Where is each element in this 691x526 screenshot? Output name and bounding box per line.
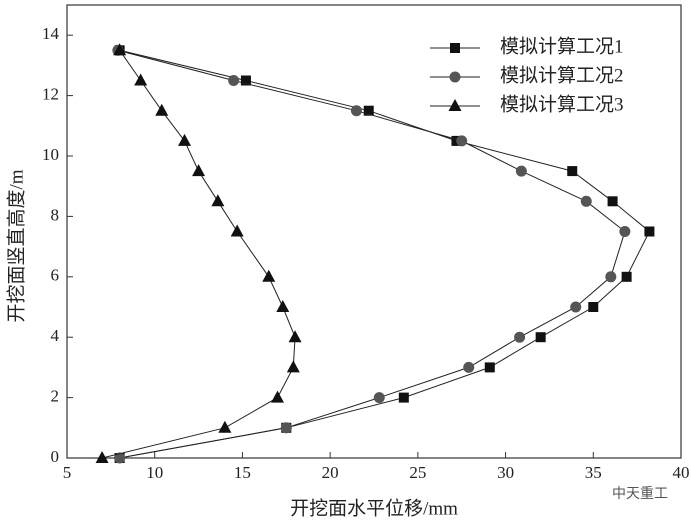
legend-label: 模拟计算工况2: [500, 64, 624, 86]
marker: [463, 361, 475, 373]
marker: [580, 195, 592, 207]
watermark: 中天重工: [612, 486, 668, 502]
marker: [605, 271, 617, 283]
legend-marker: [448, 99, 462, 111]
marker: [567, 166, 578, 177]
y-tick-label: 14: [42, 24, 60, 43]
y-tick-label: 8: [51, 205, 60, 224]
series-line: [117, 49, 626, 459]
marker: [288, 330, 302, 343]
marker: [607, 196, 618, 207]
marker: [113, 43, 127, 56]
marker: [515, 165, 527, 177]
marker: [155, 103, 169, 116]
x-tick-label: 25: [409, 463, 426, 482]
series-line: [119, 49, 651, 459]
marker: [262, 269, 276, 282]
marker: [484, 362, 495, 373]
y-tick-label: 12: [42, 85, 59, 104]
x-tick-label: 30: [497, 463, 514, 482]
marker: [230, 224, 244, 237]
y-tick-label: 10: [42, 145, 59, 164]
marker: [276, 300, 290, 312]
marker: [373, 392, 385, 404]
y-tick-label: 4: [51, 326, 60, 345]
marker: [570, 301, 582, 313]
marker: [363, 105, 374, 116]
marker: [240, 75, 251, 86]
y-tick-label: 0: [51, 447, 60, 466]
marker: [398, 392, 409, 403]
y-tick-label: 2: [51, 387, 60, 406]
marker: [114, 452, 126, 464]
marker: [280, 422, 292, 434]
marker: [350, 105, 362, 117]
x-tick-label: 35: [585, 463, 602, 482]
marker: [514, 331, 526, 343]
y-axis-label: 开挖面竖直高度/m: [5, 169, 27, 322]
marker: [535, 332, 546, 343]
legend-marker: [449, 71, 461, 83]
marker: [286, 360, 300, 373]
y-tick-label: 6: [51, 266, 60, 285]
legend-label: 模拟计算工况3: [500, 93, 624, 115]
marker: [644, 226, 655, 237]
x-tick-label: 20: [322, 463, 339, 482]
marker: [228, 75, 240, 86]
marker: [621, 271, 632, 282]
plot-frame: [66, 4, 682, 459]
x-tick-label: 15: [234, 463, 251, 482]
marker: [218, 420, 232, 433]
x-tick-label: 40: [673, 463, 690, 482]
legend-marker: [450, 43, 460, 53]
marker: [134, 73, 148, 86]
marker: [178, 133, 192, 146]
marker: [95, 451, 109, 463]
legend-label: 模拟计算工况1: [500, 35, 624, 57]
marker: [192, 164, 206, 177]
marker: [588, 302, 599, 312]
marker: [456, 135, 468, 147]
marker: [211, 194, 225, 207]
x-tick-label: 5: [63, 463, 72, 482]
marker: [271, 390, 285, 403]
x-axis-label: 开挖面水平位移/mm: [290, 497, 458, 519]
marker: [619, 226, 631, 237]
x-tick-label: 10: [146, 463, 163, 482]
series-line: [101, 50, 296, 459]
